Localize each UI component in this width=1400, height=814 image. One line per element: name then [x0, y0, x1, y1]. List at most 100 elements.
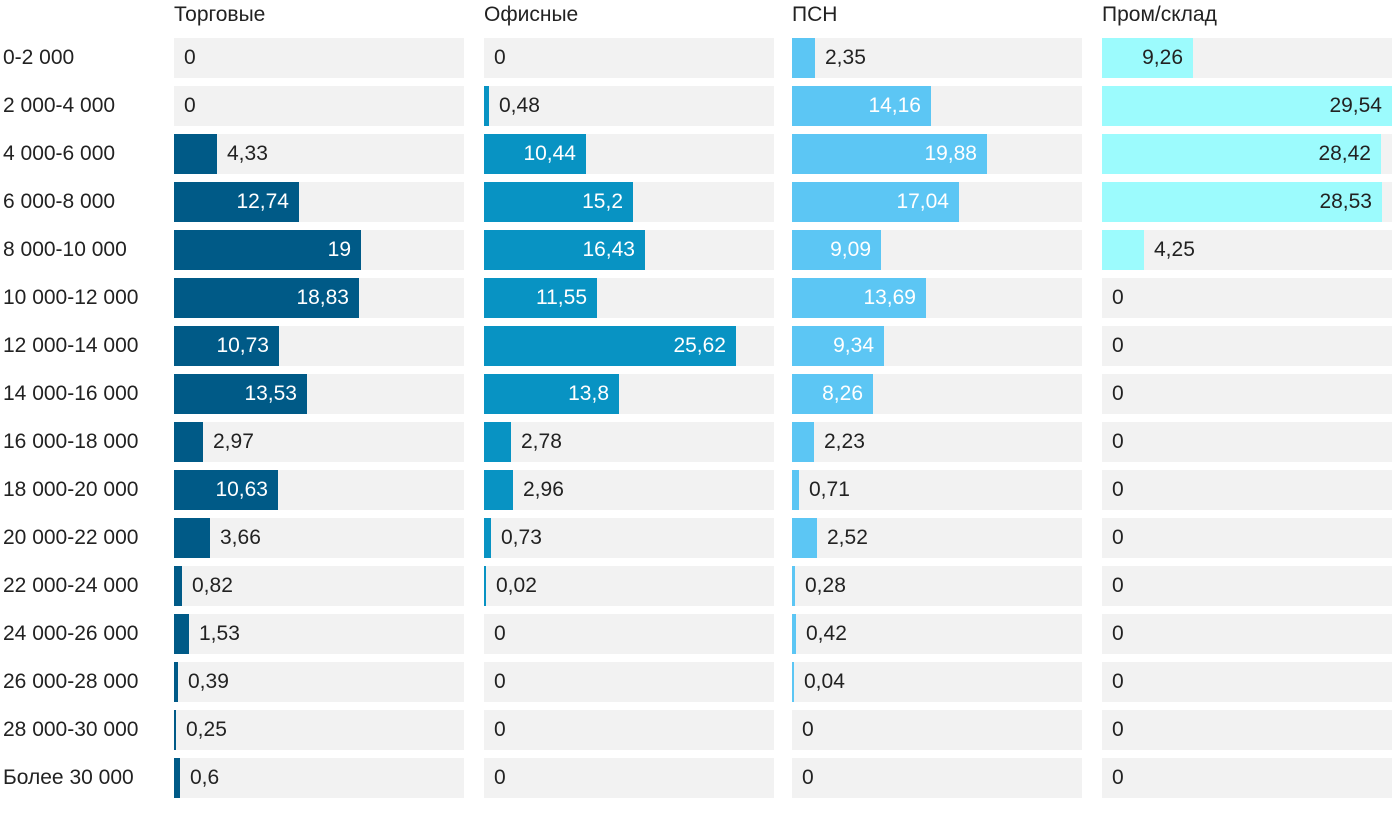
bar-track: 28,53 [1102, 182, 1392, 222]
row-label: 14 000-16 000 [3, 382, 139, 405]
value-label: 2,35 [825, 46, 866, 69]
value-label: 0,73 [501, 526, 542, 549]
bar-track: 19,88 [792, 134, 1082, 174]
bar-track: 13,53 [174, 374, 464, 414]
bar [792, 86, 931, 126]
value-label: 12,74 [236, 190, 289, 213]
value-label: 0 [1112, 286, 1124, 309]
bar [484, 326, 736, 366]
value-label: 0 [1112, 718, 1124, 741]
value-label: 0,25 [186, 718, 227, 741]
value-label: 0,02 [496, 574, 537, 597]
value-label: 0,04 [804, 670, 845, 693]
bar [484, 278, 597, 318]
value-label: 0,82 [192, 574, 233, 597]
bar-track: 28,42 [1102, 134, 1392, 174]
bar [1102, 134, 1381, 174]
value-label: 0 [1112, 382, 1124, 405]
bar [792, 134, 987, 174]
bar-track: 29,54 [1102, 86, 1392, 126]
bar-track: 0 [1102, 758, 1392, 798]
value-label: 0 [1112, 574, 1124, 597]
bar [792, 182, 959, 222]
row-label: 18 000-20 000 [3, 478, 139, 501]
bar-track: 8,26 [792, 374, 1082, 414]
series-title: Торговые [174, 3, 266, 26]
bar [174, 134, 217, 174]
row-label: 2 000-4 000 [3, 94, 116, 117]
bar [792, 38, 815, 78]
bar [484, 470, 513, 510]
bar-track: 19 [174, 230, 464, 270]
bar-track: 10,73 [174, 326, 464, 366]
bar [792, 326, 884, 366]
bar-track: 0,28 [792, 566, 1082, 606]
bar [174, 374, 307, 414]
bar [174, 326, 279, 366]
bar-track: 13,69 [792, 278, 1082, 318]
bar-track: 2,23 [792, 422, 1082, 462]
value-label: 0 [494, 46, 506, 69]
value-label: 10,63 [215, 478, 268, 501]
bar-track: 0,02 [484, 566, 774, 606]
bar-track: 0,73 [484, 518, 774, 558]
bar [1102, 230, 1144, 270]
bar-track: 0,48 [484, 86, 774, 126]
value-label: 4,33 [227, 142, 268, 165]
value-label: 9,09 [830, 238, 871, 261]
bar-track: 15,2 [484, 182, 774, 222]
bar-track: 0 [174, 38, 464, 78]
bar-track: 0 [1102, 614, 1392, 654]
bar-track: 0 [1102, 518, 1392, 558]
bar [484, 86, 489, 126]
row-label: 0-2 000 [3, 46, 75, 69]
value-label: 14,16 [868, 94, 921, 117]
bar [792, 374, 873, 414]
bar-track: 2,97 [174, 422, 464, 462]
value-label: 0 [184, 94, 196, 117]
bar-track: 25,62 [484, 326, 774, 366]
bar-track: 0,82 [174, 566, 464, 606]
bar-track: 0,25 [174, 710, 464, 750]
bar-track: 0 [792, 758, 1082, 798]
bar-track: 0 [484, 38, 774, 78]
value-label: 0 [494, 766, 506, 789]
value-label: 0 [802, 766, 814, 789]
value-label: 8,26 [822, 382, 863, 405]
value-label: 17,04 [896, 190, 949, 213]
bar [792, 470, 799, 510]
value-label: 13,69 [863, 286, 916, 309]
bar-track: 0 [1102, 326, 1392, 366]
row-label: 12 000-14 000 [3, 334, 139, 357]
bar-track: 2,96 [484, 470, 774, 510]
bar-track: 0 [1102, 422, 1392, 462]
value-label: 2,52 [827, 526, 868, 549]
value-label: 0 [802, 718, 814, 741]
row-label: Более 30 000 [3, 766, 134, 789]
bar-track: 9,09 [792, 230, 1082, 270]
value-label: 2,23 [824, 430, 865, 453]
value-label: 0 [494, 718, 506, 741]
series-title: Офисные [484, 3, 579, 26]
bar [174, 278, 359, 318]
bar-track: 0,04 [792, 662, 1082, 702]
value-label: 0,39 [188, 670, 229, 693]
value-label: 0 [494, 670, 506, 693]
bar-track: 18,83 [174, 278, 464, 318]
row-label: 8 000-10 000 [3, 238, 127, 261]
series-title: ПСН [792, 3, 838, 26]
value-label: 3,66 [220, 526, 261, 549]
value-label: 16,43 [582, 238, 635, 261]
value-label: 13,8 [568, 382, 609, 405]
value-label: 0,28 [805, 574, 846, 597]
bar-track: 0 [1102, 278, 1392, 318]
bar [174, 758, 180, 798]
bar-track: 0 [1102, 566, 1392, 606]
value-label: 0 [1112, 430, 1124, 453]
value-label: 10,73 [216, 334, 269, 357]
bar [484, 518, 491, 558]
value-label: 13,53 [244, 382, 297, 405]
bar-track: 0 [1102, 662, 1392, 702]
bar-track: 12,74 [174, 182, 464, 222]
